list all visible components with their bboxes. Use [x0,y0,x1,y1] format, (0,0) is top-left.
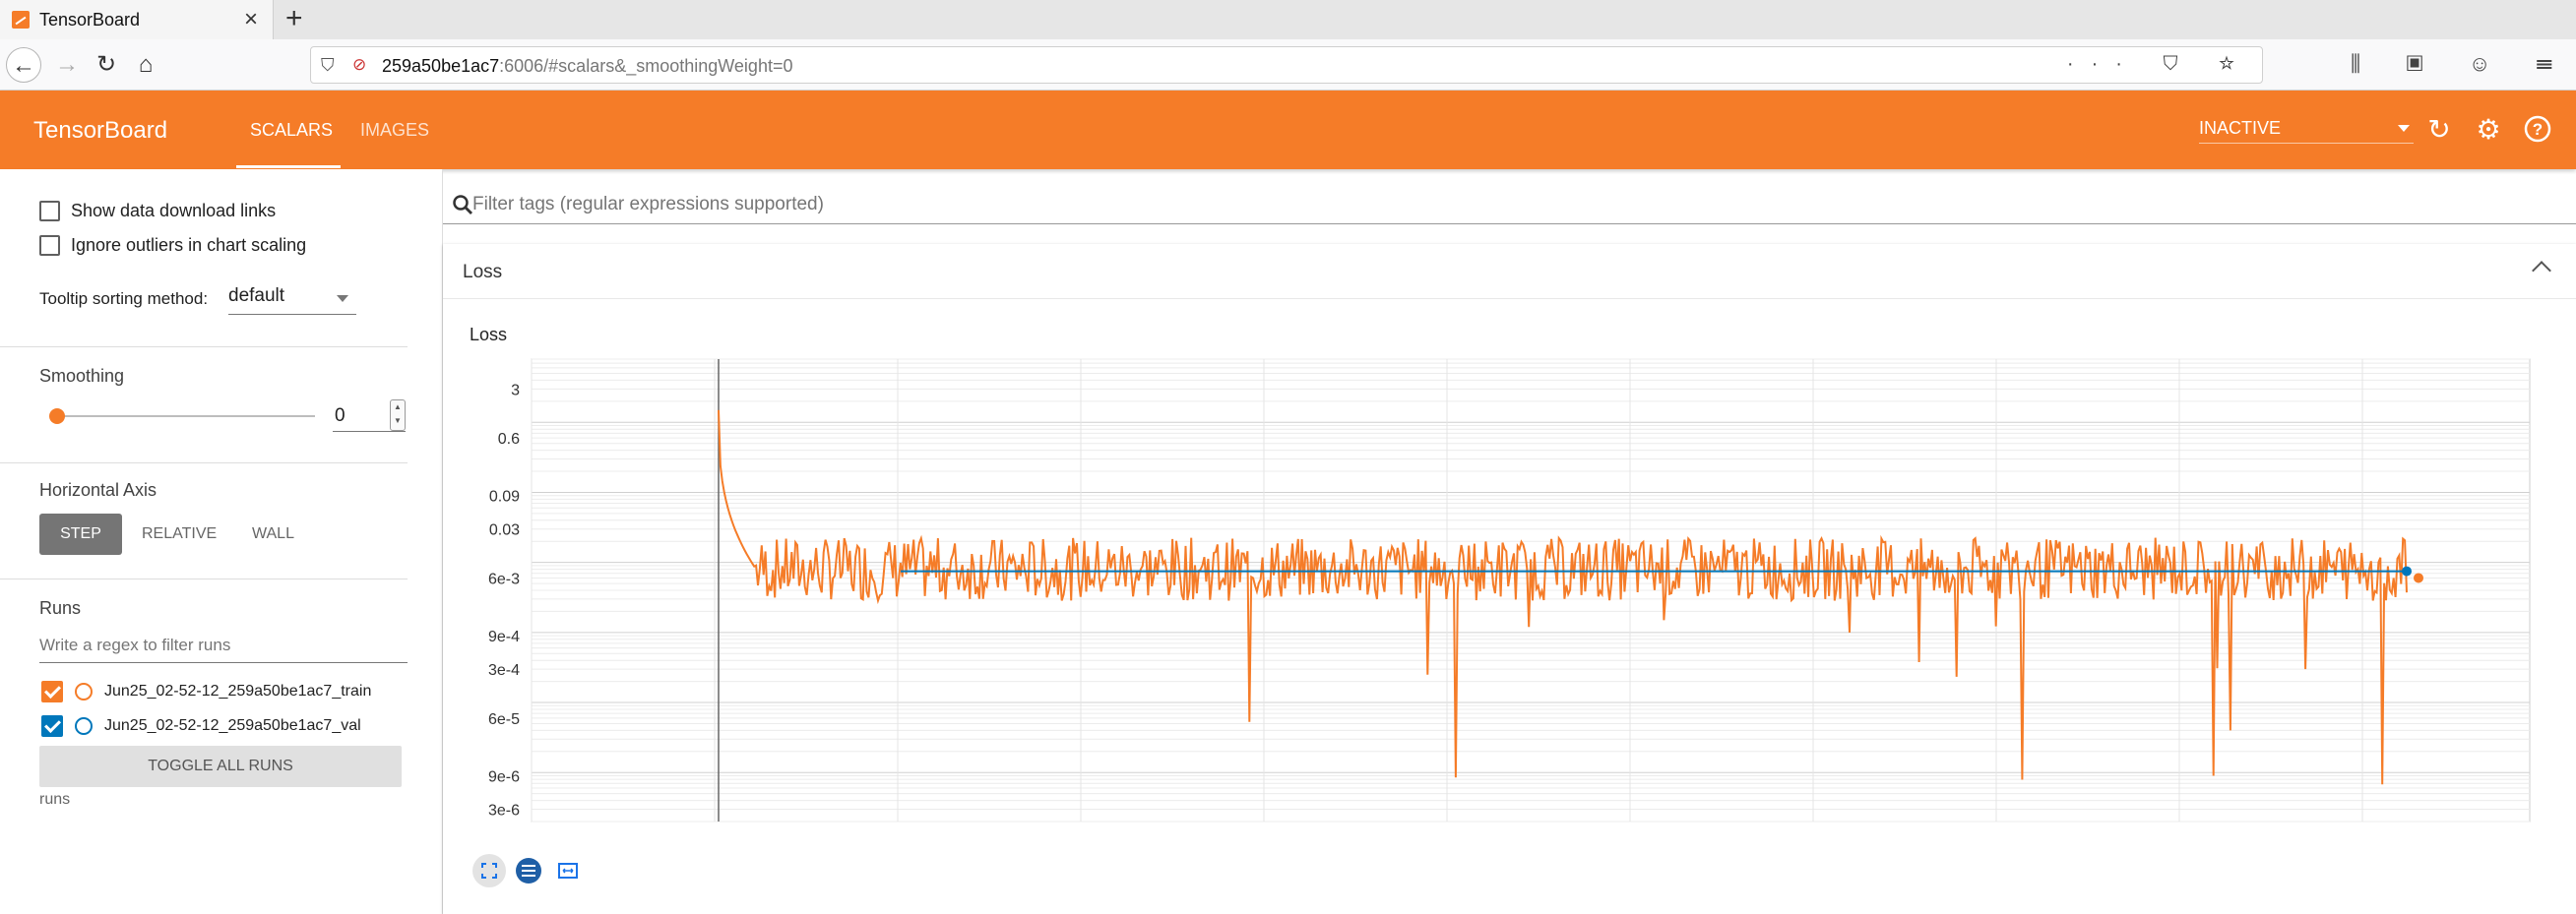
val-last-point [2402,566,2412,577]
tooltip-sort-value: default [228,285,285,306]
runs-footer-label: runs [39,791,71,808]
search-icon [453,195,472,214]
help-icon[interactable]: ? [2522,114,2553,146]
tab-scalars[interactable]: SCALARS [250,120,334,140]
expand-chart-button[interactable] [472,854,506,887]
axis-relative-button[interactable]: RELATIVE [142,525,218,542]
run-train-color-icon[interactable] [75,683,93,701]
browser-tab-title: TensorBoard [39,10,141,30]
y-tick-label: 0.09 [489,489,520,506]
y-tick-label: 3e-4 [488,662,520,679]
back-arrow-icon[interactable]: ← [6,47,41,83]
browser-tab[interactable]: TensorBoard × [0,0,274,39]
y-tick-label: 3e-6 [488,802,520,819]
insecure-connection-icon[interactable]: ⊘ [352,55,367,74]
run-val-label: Jun25_02-52-12_259a50be1ac7_val [104,717,361,734]
train-loss-line [718,409,2408,785]
ignore-outliers-checkbox[interactable] [39,235,60,256]
smoothing-slider-track[interactable] [57,415,315,417]
y-tick-label: 3 [511,382,520,398]
list-icon [516,858,541,884]
reload-icon[interactable]: ↻ [95,51,117,78]
smoothing-spinner[interactable]: ▲ ▼ [390,399,406,431]
home-icon[interactable]: ⌂ [138,51,154,78]
tracking-shield-icon[interactable]: ⛉ [321,55,335,75]
run-val-color-icon[interactable] [75,717,93,735]
tensorboard-header: TensorBoard SCALARS IMAGES INACTIVE ↻ ⚙ … [0,91,2576,169]
chart-title: Loss [470,325,508,344]
y-tick-label: 0.03 [489,522,520,539]
horizontal-axis-title: Horizontal Axis [39,480,157,500]
forward-arrow-icon[interactable]: → [55,51,79,78]
y-tick-label: 9e-4 [488,629,520,645]
page-actions-icon[interactable]: ··· ⛉ ☆ [2066,53,2252,75]
url-path: :6006/#scalars&_smoothingWeight=0 [499,56,793,76]
divider [0,462,408,463]
browser-navbar: ← → ↻ ⌂ ⛉ ⊘ 259a50be1ac7:6006/#scalars&_… [0,39,2576,91]
refresh-icon[interactable]: ↻ [2427,114,2451,145]
smoothing-title: Smoothing [39,366,125,386]
fit-domain-button[interactable] [551,854,585,887]
show-download-links-checkbox[interactable] [39,201,60,221]
run-val-checkbox[interactable] [41,715,63,737]
smoothing-slider-knob[interactable] [49,408,65,424]
toggle-log-scale-button[interactable] [512,854,545,887]
y-tick-label: 9e-6 [488,768,520,785]
tooltip-sort-select[interactable]: default [228,285,356,315]
browser-toolbar-icon[interactable]: ⫼ ▣ ☺ ☰ [2350,51,2572,76]
run-train-label: Jun25_02-52-12_259a50be1ac7_train [104,683,372,700]
tooltip-sort-label: Tooltip sorting method: [39,289,209,308]
help-circle-svg: ? [2524,115,2551,143]
ignore-outliers-label: Ignore outliers in chart scaling [71,235,307,255]
divider [0,346,408,347]
smoothing-input[interactable]: 0 [333,402,406,432]
loss-card-header[interactable]: Loss [443,244,2576,299]
browser-tab-bar: TensorBoard × + [0,0,2576,39]
y-tick-label: 0.6 [498,431,520,448]
close-tab-icon[interactable]: × [244,6,259,32]
runs-title: Runs [39,598,82,618]
tensorboard-favicon-icon [12,11,30,29]
loss-card-title: Loss [463,262,503,282]
fullscreen-icon [481,863,497,879]
inactive-plugins-dropdown[interactable]: INACTIVE [2199,118,2414,144]
inactive-dropdown-label: INACTIVE [2199,118,2282,138]
run-train-checkbox[interactable] [41,681,63,702]
url-host: 259a50be1ac7 [382,56,500,76]
fit-domain-icon [558,863,578,879]
y-tick-label: 6e-5 [488,711,520,728]
y-tick-label: 6e-3 [488,571,520,587]
active-tab-indicator [236,165,341,168]
tensorboard-logo: TensorBoard [33,117,168,144]
loss-chart[interactable]: 3 0.6 0.09 0.03 6e-3 9e-4 3e-4 6e-5 9e-6 3e-6 [443,344,2549,836]
runs-filter-input[interactable]: Write a regex to filter runs [39,632,408,663]
tag-filter-input[interactable]: Filter tags (regular expressions support… [472,194,824,214]
caret-down-icon [2398,125,2410,132]
caret-down-icon [337,295,348,302]
svg-text:?: ? [2533,120,2543,139]
new-tab-icon[interactable]: + [285,2,303,34]
sidebar: Show data download links Ignore outliers… [0,169,443,914]
tag-filter-bar[interactable] [443,187,2576,224]
show-download-links-label: Show data download links [71,201,277,220]
tab-images[interactable]: IMAGES [360,120,430,140]
chevron-up-icon[interactable] [2532,261,2551,280]
url-text: 259a50be1ac7:6006/#scalars&_smoothingWei… [382,56,792,77]
url-bar[interactable]: ⛉ ⊘ 259a50be1ac7:6006/#scalars&_smoothin… [310,46,2263,84]
gear-icon[interactable]: ⚙ [2476,114,2501,145]
axis-wall-button[interactable]: WALL [252,525,294,542]
axis-step-button[interactable]: STEP [39,514,122,555]
train-last-point [2414,573,2423,583]
toggle-all-runs-button[interactable]: TOGGLE ALL RUNS [39,746,402,787]
